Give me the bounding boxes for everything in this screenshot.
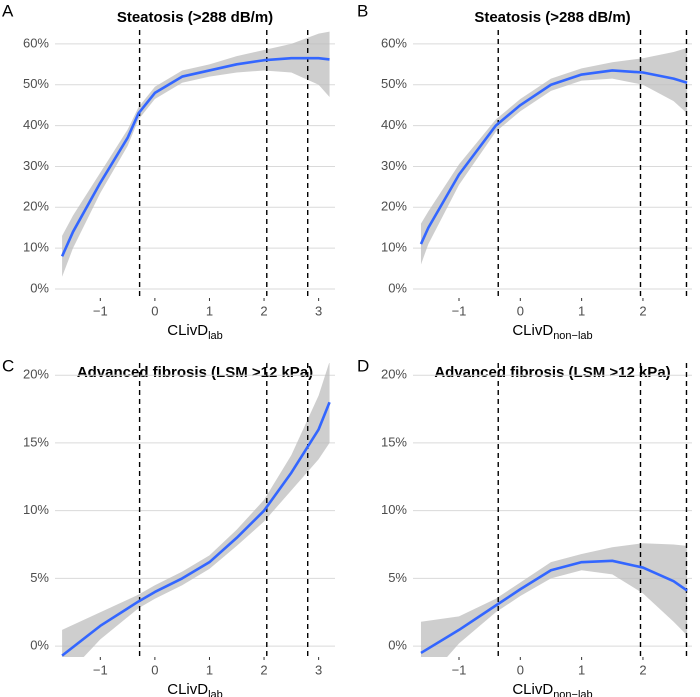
panel-letter: A [2,1,14,20]
x-axis-label-main: CLivD [512,322,553,339]
y-tick-label: 20% [381,199,407,214]
y-tick-label: 20% [381,367,407,382]
y-tick-label: 0% [388,280,407,295]
x-axis-label: CLivDnon−lab [512,322,592,342]
y-tick-label: 10% [381,240,407,255]
x-tick-label: 2 [260,303,267,318]
trend-line [60,56,330,257]
chart-title: Advanced fibrosis (LSM >12 kPa) [434,364,670,381]
x-axis-label-subscript: non−lab [553,330,592,342]
plot-area [419,30,688,298]
x-tick-label: 1 [578,662,585,677]
trend-line [419,69,688,245]
y-tick-label: 10% [23,502,49,517]
x-tick-label: 2 [639,662,646,677]
x-tick-label: 0 [151,303,158,318]
trend-line [420,559,688,655]
x-tick-label: −1 [452,303,467,318]
x-axis-label-subscript: non−lab [553,689,592,697]
x-tick-label: −1 [452,662,467,677]
y-tick-label: 0% [388,638,407,653]
x-axis-label-subscript: lab [208,330,223,342]
y-tick-label: 50% [381,76,407,91]
y-tick-label: 5% [30,570,49,585]
x-tick-label: 2 [639,303,646,318]
x-tick-label: −1 [93,662,108,677]
plot-area [60,30,330,298]
x-axis-label: CLivDlab [167,322,223,342]
x-tick-label: 0 [517,303,524,318]
x-axis-label-main: CLivD [167,681,208,697]
x-axis-label-main: CLivD [512,681,553,697]
y-tick-label: 30% [23,158,49,173]
x-tick-label: 0 [151,662,158,677]
x-axis-label: CLivDlab [167,681,223,697]
y-tick-label: 60% [381,35,407,50]
y-tick-label: 15% [381,434,407,449]
plot-area [420,363,688,657]
trend-line [61,401,331,657]
confidence-band [62,363,330,657]
x-tick-label: 2 [260,662,267,677]
chart-title: Steatosis (>288 dB/m) [117,9,273,26]
y-tick-label: 50% [23,76,49,91]
x-axis-label: CLivDnon−lab [512,681,592,697]
x-axis-label-main: CLivD [167,322,208,339]
y-tick-label: 20% [23,367,49,382]
y-tick-label: 5% [388,570,407,585]
x-tick-label: 1 [578,303,585,318]
y-tick-label: 60% [23,35,49,50]
x-tick-label: 3 [315,303,322,318]
x-tick-label: 1 [206,662,213,677]
panel-letter: C [2,356,14,375]
confidence-band [420,47,688,265]
x-tick-label: 0 [517,662,524,677]
chart-title: Steatosis (>288 dB/m) [474,9,630,26]
y-tick-label: 0% [30,280,49,295]
y-tick-label: 30% [381,158,407,173]
y-tick-label: 40% [23,117,49,132]
x-axis-label-subscript: lab [208,689,223,697]
confidence-band [420,543,688,657]
x-tick-label: 1 [206,303,213,318]
confidence-band [62,31,330,277]
y-tick-label: 10% [23,240,49,255]
y-tick-label: 20% [23,199,49,214]
plot-area [61,363,331,657]
y-tick-label: 10% [381,502,407,517]
chart-title: Advanced fibrosis (LSM >12 kPa) [77,364,313,381]
panel-letter: B [357,1,368,20]
y-tick-label: 40% [381,117,407,132]
panel-letter: D [357,356,369,375]
x-tick-label: −1 [93,303,108,318]
y-tick-label: 15% [23,434,49,449]
y-tick-label: 0% [30,638,49,653]
x-tick-label: 3 [315,662,322,677]
